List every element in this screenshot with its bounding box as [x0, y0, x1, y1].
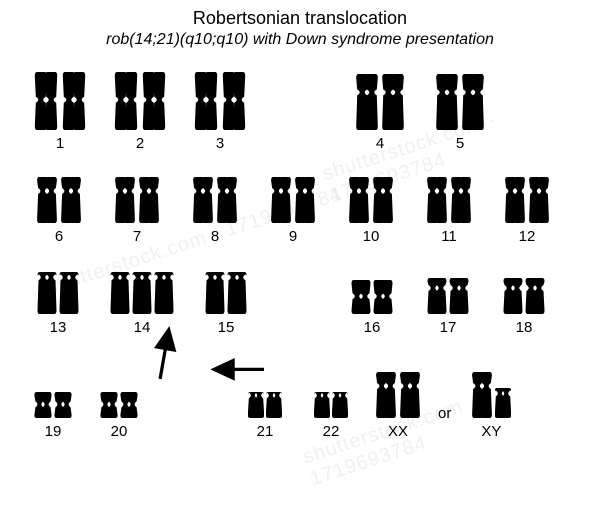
chromosome-pair-icon	[205, 270, 247, 316]
chromosome-1: 1	[20, 70, 100, 152]
chromosome-pair-icon	[248, 390, 282, 420]
chromosome-pair-icon	[471, 370, 511, 420]
chromosome-13: 13	[20, 270, 96, 336]
chromosome-2: 2	[100, 70, 180, 152]
chromosome-pair-icon	[37, 270, 79, 316]
chromosome-17: 17	[410, 270, 486, 336]
chromosome-pair-icon	[193, 70, 247, 132]
chromosome-label: 17	[440, 319, 457, 336]
chromosome-label: 13	[50, 319, 67, 336]
chromosome-label: XX	[388, 423, 408, 440]
chromosome-22: 22	[298, 370, 364, 440]
title-block: Robertsonian translocation rob(14;21)(q1…	[0, 0, 600, 49]
chromosome-label: 7	[133, 228, 141, 245]
chromosome-label: 20	[111, 423, 128, 440]
chromosome-9: 9	[254, 175, 332, 245]
chromosome-pair-icon	[351, 278, 393, 316]
chromosome-label: XY	[481, 423, 501, 440]
or-label: or	[432, 405, 457, 440]
chromosome-label: 4	[376, 135, 384, 152]
chromosome-4: 4	[340, 70, 420, 152]
chromosome-pair-icon	[114, 175, 160, 225]
chromosome-label: 9	[289, 228, 297, 245]
chromosome-pair-icon	[426, 175, 472, 225]
chromosome-pair-icon	[427, 276, 469, 316]
chromosome-pair-icon	[503, 276, 545, 316]
chromosome-pair-icon	[504, 175, 550, 225]
chromosome-XY: XY	[457, 370, 525, 440]
chromosome-11: 11	[410, 175, 488, 245]
chromosome-label: 11	[441, 228, 457, 245]
chromosome-label: 1	[56, 135, 64, 152]
chromosome-label: 14	[134, 319, 151, 336]
chromosome-pair-icon	[348, 175, 394, 225]
chromosome-pair-icon	[192, 175, 238, 225]
chromosome-18: 18	[486, 270, 562, 336]
chromosome-label: 8	[211, 228, 219, 245]
chromosome-label: 2	[136, 135, 144, 152]
chromosome-label: 19	[45, 423, 62, 440]
chromosome-label: 6	[55, 228, 63, 245]
chromosome-label: 21	[257, 423, 274, 440]
chromosome-20: 20	[86, 370, 152, 440]
chromosome-16: 16	[334, 270, 410, 336]
chromosome-pair-icon	[355, 72, 405, 132]
chromosome-6: 6	[20, 175, 98, 245]
chromosome-label: 16	[364, 319, 381, 336]
chromosome-pair-icon	[435, 72, 485, 132]
chromosome-15: 15	[188, 270, 264, 336]
page-subtitle: rob(14;21)(q10;q10) with Down syndrome p…	[0, 31, 600, 49]
chromosome-pair-icon	[36, 175, 82, 225]
chromosome-label: 3	[216, 135, 224, 152]
chromosome-label: 18	[516, 319, 533, 336]
chromosome-pair-icon	[110, 270, 174, 316]
chromosome-label: 10	[363, 228, 380, 245]
chromosome-12: 12	[488, 175, 566, 245]
chromosome-10: 10	[332, 175, 410, 245]
chromosome-8: 8	[176, 175, 254, 245]
chromosome-XX: XX	[364, 370, 432, 440]
chromosome-label: 5	[456, 135, 464, 152]
chromosome-label: 22	[323, 423, 340, 440]
chromosome-7: 7	[98, 175, 176, 245]
chromosome-pair-icon	[34, 390, 72, 420]
chromosome-5: 5	[420, 70, 500, 152]
page-title: Robertsonian translocation	[0, 8, 600, 29]
chromosome-label: 12	[519, 228, 536, 245]
chromosome-pair-icon	[314, 390, 348, 420]
chromosome-pair-icon	[113, 70, 167, 132]
chromosome-14: 14	[96, 270, 188, 336]
chromosome-label: 15	[218, 319, 235, 336]
chromosome-pair-icon	[270, 175, 316, 225]
chromosome-pair-icon	[33, 70, 87, 132]
chromosome-19: 19	[20, 370, 86, 440]
chromosome-3: 3	[180, 70, 260, 152]
chromosome-pair-icon	[375, 370, 421, 420]
chromosome-pair-icon	[100, 390, 138, 420]
